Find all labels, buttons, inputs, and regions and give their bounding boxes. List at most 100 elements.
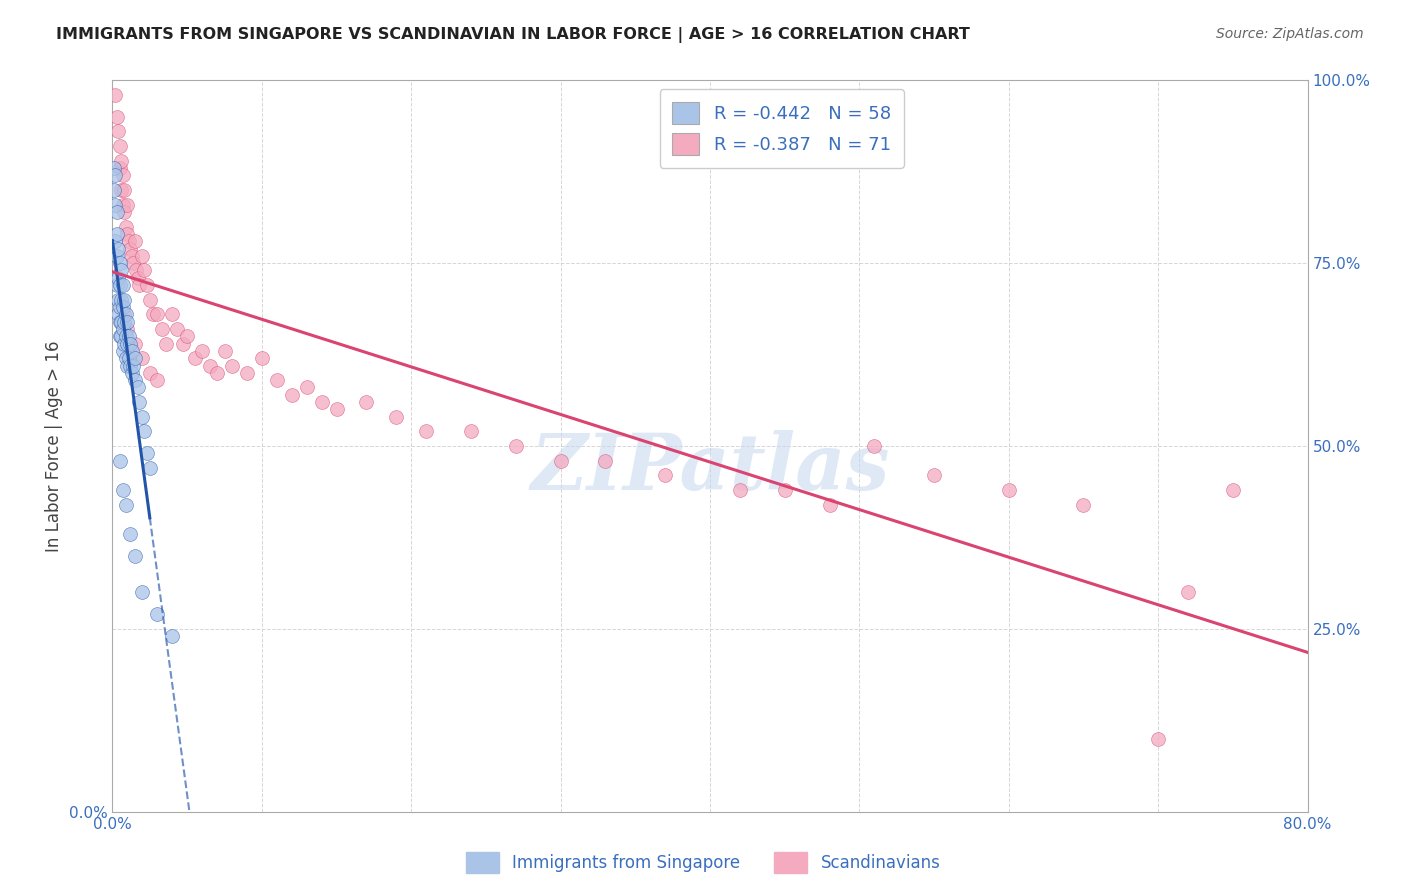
Point	[117, 359, 139, 373]
Point	[104, 169, 127, 183]
Point	[295, 380, 318, 394]
Point	[236, 366, 259, 380]
Point	[117, 315, 139, 329]
Point	[108, 256, 131, 270]
Point	[114, 205, 135, 219]
Point	[107, 307, 129, 321]
Point	[127, 270, 149, 285]
Point	[108, 300, 131, 314]
Point	[131, 409, 153, 424]
Point	[107, 242, 129, 256]
Point	[117, 336, 139, 351]
Point	[550, 453, 572, 467]
Point	[107, 270, 129, 285]
Point	[122, 359, 145, 373]
Point	[162, 629, 183, 643]
Point	[103, 183, 125, 197]
Point	[108, 278, 131, 293]
Point	[118, 329, 141, 343]
Point	[135, 278, 157, 293]
Point	[124, 336, 146, 351]
Point	[121, 343, 143, 358]
Point	[122, 256, 145, 270]
Point	[266, 373, 288, 387]
Point	[120, 526, 142, 541]
Point	[142, 307, 165, 321]
Point	[120, 336, 142, 351]
Point	[108, 161, 131, 175]
Point	[121, 366, 143, 380]
Point	[281, 388, 304, 402]
Point	[105, 205, 128, 219]
Point	[146, 373, 169, 387]
Point	[107, 124, 129, 138]
Point	[1073, 498, 1095, 512]
Point	[103, 161, 125, 175]
Point	[104, 234, 127, 248]
Legend: Immigrants from Singapore, Scandinavians: Immigrants from Singapore, Scandinavians	[458, 846, 948, 880]
Point	[146, 307, 169, 321]
Point	[111, 169, 134, 183]
Point	[415, 425, 437, 439]
Point	[118, 351, 141, 366]
Point	[728, 483, 751, 497]
Point	[108, 315, 131, 329]
Point	[111, 322, 134, 336]
Point	[115, 351, 138, 366]
Point	[146, 607, 169, 622]
Point	[505, 439, 527, 453]
Point	[105, 249, 128, 263]
Point	[120, 359, 142, 373]
Point	[128, 395, 150, 409]
Point	[922, 468, 945, 483]
Point	[114, 293, 135, 307]
Point	[139, 293, 162, 307]
Point	[115, 219, 138, 234]
Point	[110, 263, 132, 277]
Point	[998, 483, 1021, 497]
Text: Source: ZipAtlas.com: Source: ZipAtlas.com	[1216, 27, 1364, 41]
Point	[108, 329, 131, 343]
Point	[124, 373, 146, 387]
Point	[104, 197, 127, 211]
Point	[863, 439, 886, 453]
Point	[176, 329, 198, 343]
Point	[120, 242, 142, 256]
Point	[135, 446, 157, 460]
Point	[114, 307, 135, 321]
Point	[139, 461, 162, 475]
Point	[110, 293, 132, 307]
Point	[110, 183, 132, 197]
Point	[108, 139, 131, 153]
Point	[115, 329, 138, 343]
Point	[105, 227, 128, 241]
Point	[111, 343, 134, 358]
Point	[110, 153, 132, 168]
Point	[127, 380, 149, 394]
Point	[818, 498, 841, 512]
Point	[117, 197, 139, 211]
Point	[172, 336, 194, 351]
Point	[114, 336, 135, 351]
Point	[124, 351, 146, 366]
Point	[132, 263, 155, 277]
Point	[115, 498, 138, 512]
Point	[150, 322, 173, 336]
Point	[115, 307, 138, 321]
Point	[107, 293, 129, 307]
Point	[1177, 585, 1199, 599]
Legend: R = -0.442   N = 58, R = -0.387   N = 71: R = -0.442 N = 58, R = -0.387 N = 71	[659, 89, 904, 168]
Point	[104, 87, 127, 102]
Point	[155, 336, 177, 351]
Point	[311, 395, 333, 409]
Point	[460, 425, 482, 439]
Point	[124, 234, 146, 248]
Point	[356, 395, 378, 409]
Point	[198, 359, 221, 373]
Point	[118, 234, 141, 248]
Point	[183, 351, 205, 366]
Point	[128, 278, 150, 293]
Point	[205, 366, 228, 380]
Point	[773, 483, 796, 497]
Point	[221, 359, 243, 373]
